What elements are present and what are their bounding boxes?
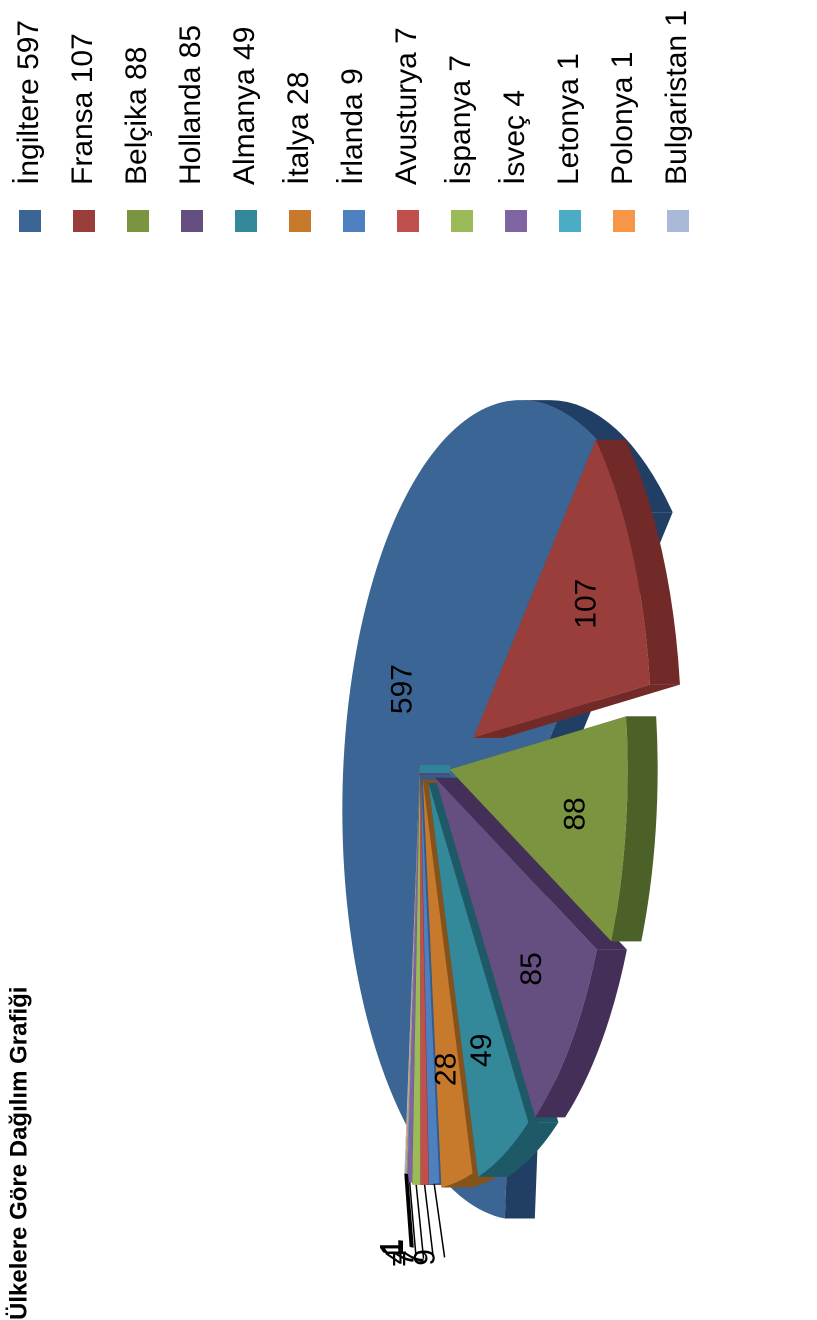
legend-swatch — [235, 210, 257, 232]
pie-slice-top — [407, 772, 420, 1183]
pie-slice-top — [435, 777, 597, 1118]
legend-item-fransa: Fransa 107 — [66, 33, 99, 232]
legend-label: Avusturya 7 — [390, 27, 423, 185]
legend-item-isvec: İsveç 4 — [498, 90, 531, 232]
legend-swatch — [289, 210, 311, 232]
data-label-bulgaristan: 1 — [374, 1239, 407, 1256]
data-label-ispanya: 7 — [387, 1250, 420, 1267]
legend-swatch — [667, 210, 689, 232]
legend-swatch — [559, 210, 581, 232]
legend-label: Polonya 1 — [606, 52, 639, 185]
leader-line — [406, 1173, 414, 1248]
data-label-ingiltere: 597 — [385, 664, 418, 714]
pie-slice-fransa — [473, 439, 680, 738]
legend-item-italya: İtalya 28 — [282, 72, 315, 232]
leader-line — [423, 1184, 435, 1259]
data-label-letonya: 1 — [377, 1239, 410, 1256]
legend-swatch — [613, 210, 635, 232]
chart-title: Ülkelere Göre Dağılım Grafiği — [5, 987, 32, 1320]
legend-label: Fransa 107 — [66, 33, 99, 185]
pie-slice-side — [535, 949, 627, 1118]
legend-item-almanya: Almanya 49 — [228, 27, 261, 232]
pie-slice-cut — [473, 684, 680, 738]
legend-label: İtalya 28 — [282, 72, 315, 185]
leader-line — [415, 1184, 425, 1259]
leader-line — [405, 1173, 413, 1248]
data-label-belcika: 88 — [558, 797, 591, 830]
pie-slice-top — [406, 765, 420, 1175]
data-label-avusturya: 7 — [397, 1250, 430, 1267]
legend-swatch — [343, 210, 365, 232]
legend-swatch — [181, 210, 203, 232]
legend-item-letonya: Letonya 1 — [552, 53, 585, 232]
pie-slice-top — [420, 774, 429, 1185]
pie-slice-belcika — [449, 716, 658, 942]
legend-item-belcika: Belçika 88 — [120, 47, 153, 232]
legend-label: Hollanda 85 — [174, 25, 207, 185]
legend-swatch — [397, 210, 419, 232]
legend-item-bulgaristan: Bulgaristan 1 — [660, 10, 693, 232]
pie-slice-side — [611, 716, 658, 942]
legend-label: İspanya 7 — [444, 55, 477, 185]
pie-slice-top — [412, 774, 421, 1185]
pie-area — [342, 400, 680, 1219]
leader-line — [408, 1182, 417, 1257]
data-label-italya: 28 — [429, 1053, 462, 1086]
legend-swatch — [451, 210, 473, 232]
data-label-hollanda: 85 — [515, 952, 548, 985]
pie-slice-side — [595, 439, 680, 685]
legend: İngiltere 597 Fransa 107 Belçika 88 Holland… — [12, 10, 693, 232]
legend-label: İngiltere 597 — [12, 20, 45, 185]
legend-swatch — [73, 210, 95, 232]
data-label-fransa: 107 — [570, 579, 603, 629]
legend-item-polonya: Polonya 1 — [606, 52, 639, 232]
legend-swatch — [505, 210, 527, 232]
legend-item-avusturya: Avusturya 7 — [390, 27, 423, 232]
legend-swatch — [127, 210, 149, 232]
legend-label: İrlanda 9 — [336, 68, 369, 185]
legend-label: İsveç 4 — [498, 90, 531, 185]
leader-line — [433, 1183, 446, 1258]
pie-slice-top — [422, 779, 473, 1188]
legend-label: Almanya 49 — [228, 27, 261, 185]
legend-label: Letonya 1 — [552, 53, 585, 185]
data-label-polonya: 1 — [376, 1239, 409, 1256]
legend-item-ispanya: İspanya 7 — [444, 55, 477, 232]
pie-slice-top — [473, 439, 650, 738]
pie-slice-top — [428, 783, 529, 1177]
legend-label: Belçika 88 — [120, 47, 153, 185]
legend-item-irlanda: İrlanda 9 — [336, 68, 369, 232]
legend-item-hollanda: Hollanda 85 — [174, 25, 207, 232]
pie-slice-top — [420, 774, 440, 1185]
legend-swatch — [19, 210, 41, 232]
legend-item-ingiltere: İngiltere 597 — [12, 20, 45, 232]
pie-slice-top — [449, 716, 628, 942]
legend-label: Bulgaristan 1 — [660, 10, 693, 185]
pie-slice-top — [404, 765, 420, 1174]
data-label-almanya: 49 — [465, 1034, 498, 1067]
leader-line — [404, 1173, 412, 1248]
pie-slice-top — [405, 765, 420, 1174]
data-label-isvec: 4 — [380, 1248, 413, 1265]
